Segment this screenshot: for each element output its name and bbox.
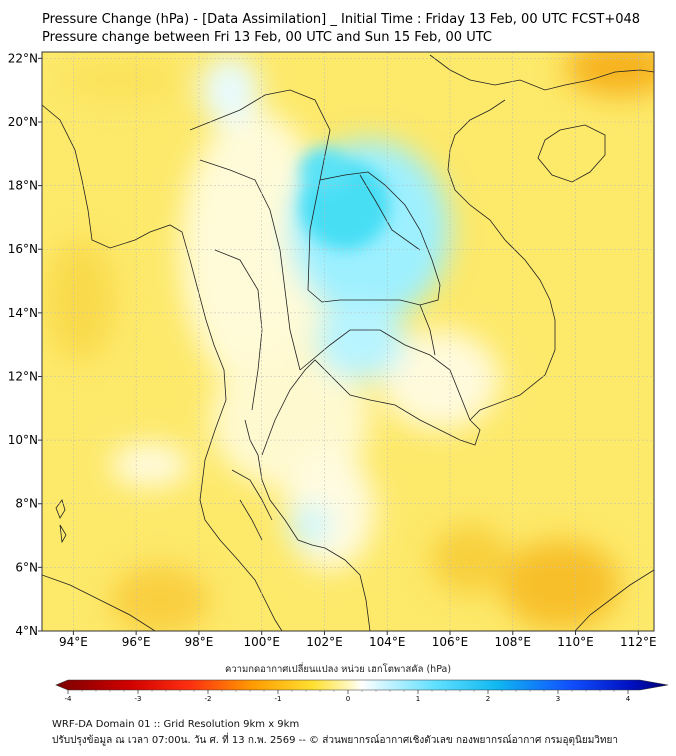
- lat-tick-label: 8°N: [15, 497, 38, 511]
- lat-tick-label: 20°N: [8, 115, 38, 129]
- colorbar-tick-label: -3: [135, 695, 142, 703]
- colorbar-ticks: -4 -3 -2 -1 0 1 2 3 4: [65, 690, 631, 703]
- lat-tick-label: 4°N: [15, 624, 38, 638]
- map-title: Pressure Change (hPa) - [Data Assimilati…: [42, 12, 641, 27]
- lat-tick-label: 10°N: [8, 433, 38, 447]
- gridlines: [42, 52, 654, 632]
- colorbar-label: ความกดอากาศเปลี่ยนแปลง หน่วย เฮกโตพาสคัล…: [224, 664, 452, 675]
- lon-tick-label: 100°E: [243, 635, 280, 649]
- lon-tick-label: 106°E: [432, 635, 469, 649]
- lat-tick-label: 16°N: [8, 242, 38, 256]
- colorbar-tick-label: -2: [205, 695, 212, 703]
- lat-tick-label: 18°N: [8, 179, 38, 193]
- lon-tick-label: 110°E: [557, 635, 594, 649]
- lat-tick-label: 22°N: [8, 51, 38, 65]
- footer-update-info: ปรับปรุงข้อมูล ณ เวลา 07:00น. วัน ศ. ที่…: [52, 735, 618, 746]
- lon-tick-label: 104°E: [369, 635, 406, 649]
- colorbar-tick-label: 4: [626, 695, 631, 703]
- lat-tick-label: 14°N: [8, 306, 38, 320]
- colorbar-tick-label: -1: [275, 695, 282, 703]
- lon-tick-label: 108°E: [495, 635, 532, 649]
- colorbar: -4 -3 -2 -1 0 1 2 3 4: [55, 679, 669, 703]
- colorbar-tick-label: 1: [416, 695, 420, 703]
- latitude-tick-labels: 22°N 20°N 18°N 16°N 14°N 12°N 10°N 8°N 6°N 4°N: [8, 51, 42, 638]
- pressure-field: [42, 52, 654, 631]
- map-frame: [41, 51, 655, 632]
- footer-domain-info: WRF-DA Domain 01 :: Grid Resolution 9km …: [52, 719, 300, 730]
- lon-tick-label: 98°E: [184, 635, 213, 649]
- map-subtitle: Pressure change between Fri 13 Feb, 00 U…: [42, 30, 492, 45]
- lon-tick-label: 102°E: [306, 635, 343, 649]
- lon-tick-label: 112°E: [620, 635, 657, 649]
- colorbar-tick-label: 0: [346, 695, 350, 703]
- lat-tick-label: 6°N: [15, 560, 38, 574]
- colorbar-tick-label: -4: [65, 695, 73, 703]
- colorbar-tick-label: 3: [556, 695, 560, 703]
- lon-tick-label: 94°E: [59, 635, 88, 649]
- lat-tick-label: 12°N: [8, 369, 38, 383]
- lon-tick-label: 96°E: [122, 635, 151, 649]
- colorbar-tick-label: 2: [486, 695, 490, 703]
- longitude-tick-labels: 94°E 96°E 98°E 100°E 102°E 104°E 106°E 108°E 110…: [59, 631, 657, 649]
- coastlines: [42, 54, 654, 631]
